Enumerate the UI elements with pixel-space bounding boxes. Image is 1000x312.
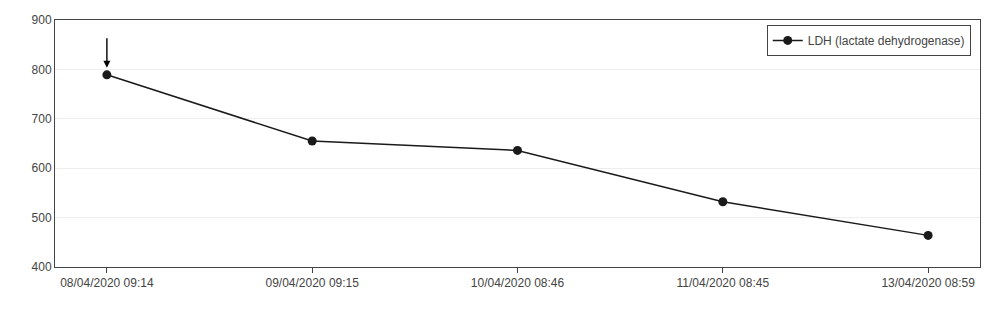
svg-text:400: 400 [32, 260, 52, 274]
svg-text:700: 700 [32, 112, 52, 126]
svg-text:09/04/2020 09:15: 09/04/2020 09:15 [265, 276, 359, 290]
svg-text:500: 500 [32, 211, 52, 225]
svg-text:08/04/2020 09:14: 08/04/2020 09:14 [60, 276, 154, 290]
svg-text:11/04/2020 08:45: 11/04/2020 08:45 [677, 276, 770, 290]
svg-text:600: 600 [32, 161, 52, 175]
svg-text:900: 900 [32, 13, 52, 27]
svg-text:LDH (lactate dehydrogenase): LDH (lactate dehydrogenase) [808, 34, 965, 48]
svg-text:10/04/2020 08:46: 10/04/2020 08:46 [471, 276, 565, 290]
svg-text:800: 800 [32, 63, 52, 77]
svg-text:13/04/2020 08:59: 13/04/2020 08:59 [881, 276, 975, 290]
